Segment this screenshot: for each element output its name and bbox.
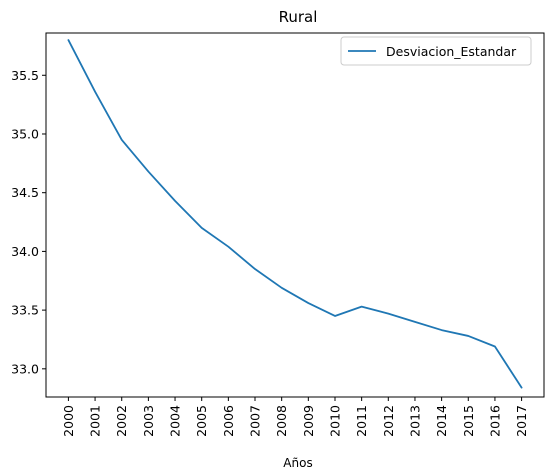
x-tick-label: 2007 bbox=[248, 405, 263, 437]
y-tick-label: 33.0 bbox=[11, 361, 39, 376]
series-line bbox=[68, 40, 521, 388]
y-tick-label: 35.0 bbox=[11, 126, 39, 141]
x-tick-label: 2005 bbox=[194, 405, 209, 437]
x-tick-label: 2002 bbox=[114, 405, 129, 437]
y-tick-label: 34.0 bbox=[11, 244, 39, 259]
legend-label: Desviacion_Estandar bbox=[386, 44, 517, 59]
x-tick-label: 2004 bbox=[168, 405, 183, 437]
x-tick-label: 2011 bbox=[354, 405, 369, 437]
chart-title: Rural bbox=[279, 8, 318, 26]
y-tick-label: 33.5 bbox=[11, 303, 39, 318]
x-axis-label: Años bbox=[283, 456, 312, 470]
x-tick-label: 2000 bbox=[61, 405, 76, 437]
plot-frame bbox=[46, 33, 544, 397]
x-tick-label: 2009 bbox=[301, 405, 316, 437]
legend: Desviacion_Estandar bbox=[341, 37, 531, 65]
x-tick-label: 2008 bbox=[274, 405, 289, 437]
x-tick-label: 2010 bbox=[327, 405, 342, 437]
x-tick-label: 2016 bbox=[487, 405, 502, 437]
x-tick-label: 2003 bbox=[141, 405, 156, 437]
y-tick-label: 34.5 bbox=[11, 185, 39, 200]
y-tick-label: 35.5 bbox=[11, 68, 39, 83]
x-tick-label: 2014 bbox=[434, 405, 449, 437]
x-tick-label: 2015 bbox=[461, 405, 476, 437]
plot-area: 33.0 33.5 34.0 34.5 35.0 35.5 2000 2001 2002 2003… bbox=[11, 33, 544, 437]
x-tick-label: 2017 bbox=[514, 405, 529, 437]
x-tick-label: 2001 bbox=[88, 405, 103, 437]
x-tick-label: 2012 bbox=[381, 405, 396, 437]
x-tick-label: 2013 bbox=[407, 405, 422, 437]
x-tick-label: 2006 bbox=[221, 405, 236, 437]
